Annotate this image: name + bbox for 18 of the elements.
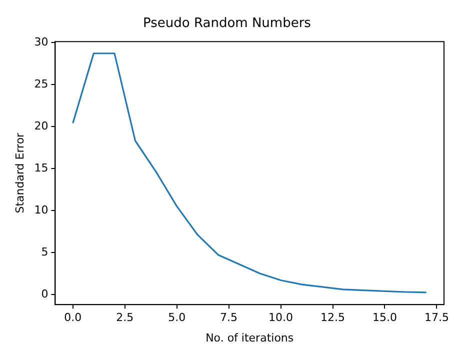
x-tick-label: 17.5 [424, 311, 449, 324]
y-tick-label: 15 [34, 161, 48, 174]
x-tick-label: 15.0 [372, 311, 397, 324]
x-tick-label: 7.5 [220, 311, 238, 324]
y-tick-label: 30 [34, 35, 48, 48]
x-axis-title: No. of iterations [206, 331, 294, 344]
x-tick-label: 2.5 [116, 311, 134, 324]
chart-title: Pseudo Random Numbers [143, 16, 312, 32]
x-tick-label: 12.5 [320, 311, 346, 324]
y-tick-label: 25 [34, 77, 48, 90]
x-tick-label: 10.0 [268, 311, 294, 324]
y-tick-label: 5 [41, 245, 48, 258]
y-axis-title: Standard Error [13, 132, 26, 214]
x-tick-label: 0.0 [64, 311, 82, 324]
y-tick-label: 10 [34, 203, 48, 216]
y-tick-label: 0 [41, 287, 48, 300]
y-tick-label: 20 [34, 119, 48, 132]
x-tick-label: 5.0 [168, 311, 186, 324]
